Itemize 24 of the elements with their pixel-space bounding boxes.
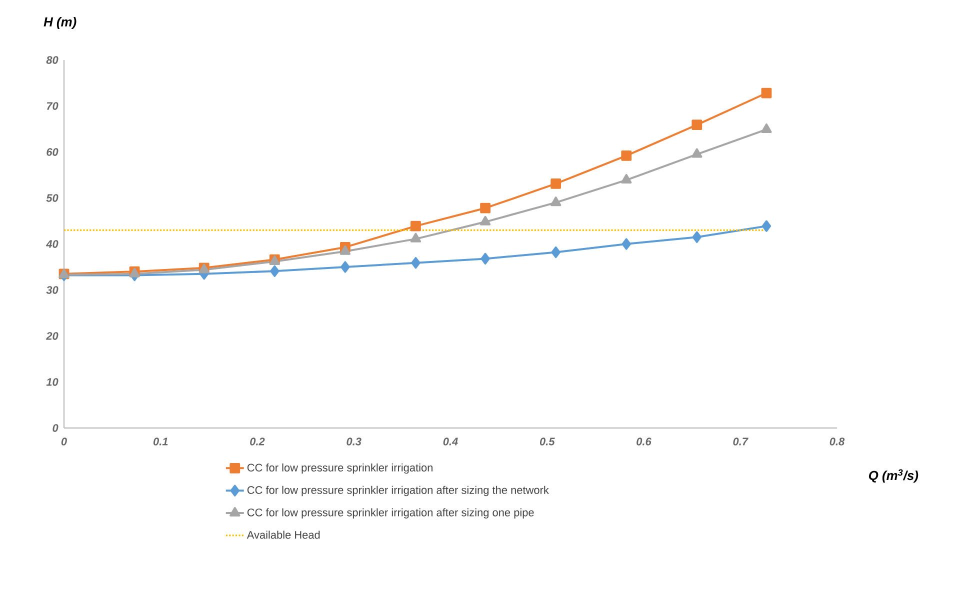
y-tick-label: 10 xyxy=(46,378,58,386)
y-tick-label: 0 xyxy=(52,424,58,432)
legend-label: CC for low pressure sprinkler irrigation after sizing the network xyxy=(247,486,549,496)
x-tick-label: 0.2 xyxy=(250,438,265,446)
y-tick-label: 60 xyxy=(46,148,58,156)
legend-label: Available Head xyxy=(246,530,320,539)
y-tick-label: 40 xyxy=(46,240,58,248)
x-tick-label: 0.3 xyxy=(346,438,362,446)
legend-label: CC for low pressure sprinkler irrigation xyxy=(247,463,432,474)
x-axis-title: Q (m$^{3}$/s) xyxy=(868,469,918,483)
y-axis-title: H (m) xyxy=(44,16,76,30)
x-tick-label: 0.5 xyxy=(540,438,555,446)
y-tick-label: 70 xyxy=(46,102,58,110)
legend-label: CC for low pressure sprinkler irrigation after sizing one pipe xyxy=(247,508,534,518)
x-tick-label: 0.4 xyxy=(443,438,458,446)
x-tick-label: 0.7 xyxy=(733,438,748,446)
y-tick-label: 30 xyxy=(46,286,58,294)
x-tick-label: 0.1 xyxy=(153,438,168,446)
y-tick-label: 80 xyxy=(46,56,58,64)
x-tick-label: 0.8 xyxy=(830,438,845,446)
x-tick-label: 0.6 xyxy=(636,438,652,446)
x-tick-label: 0 xyxy=(61,438,67,446)
y-tick-label: 20 xyxy=(46,332,58,340)
y-tick-label: 50 xyxy=(46,194,58,202)
